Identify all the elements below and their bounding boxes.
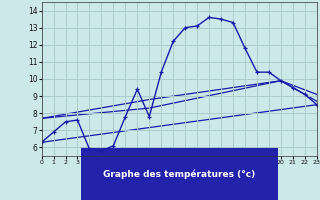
X-axis label: Graphe des températures (°c): Graphe des températures (°c) xyxy=(103,169,255,179)
